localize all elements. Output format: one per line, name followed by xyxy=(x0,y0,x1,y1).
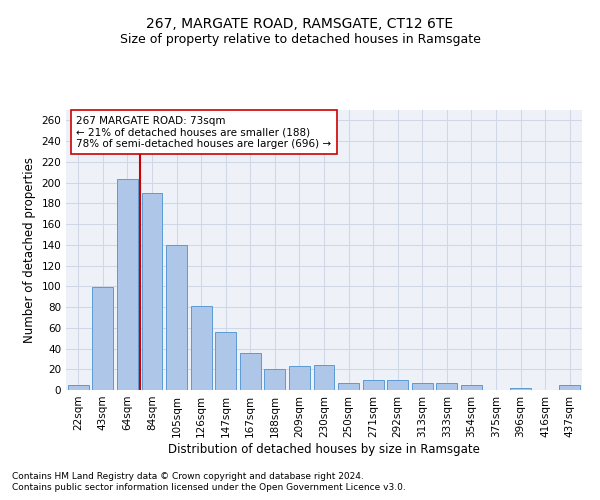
Bar xyxy=(166,245,187,390)
Bar xyxy=(559,385,580,390)
Bar xyxy=(412,382,433,390)
Bar xyxy=(92,288,113,390)
Text: 267 MARGATE ROAD: 73sqm
← 21% of detached houses are smaller (188)
78% of semi-d: 267 MARGATE ROAD: 73sqm ← 21% of detache… xyxy=(76,116,331,149)
Bar xyxy=(436,382,457,390)
Bar xyxy=(510,388,531,390)
Bar xyxy=(461,385,482,390)
Bar xyxy=(142,193,163,390)
Bar xyxy=(289,366,310,390)
X-axis label: Distribution of detached houses by size in Ramsgate: Distribution of detached houses by size … xyxy=(168,442,480,456)
Text: 267, MARGATE ROAD, RAMSGATE, CT12 6TE: 267, MARGATE ROAD, RAMSGATE, CT12 6TE xyxy=(146,18,454,32)
Bar xyxy=(191,306,212,390)
Bar xyxy=(117,180,138,390)
Bar xyxy=(265,370,286,390)
Bar xyxy=(215,332,236,390)
Bar xyxy=(314,365,334,390)
Y-axis label: Number of detached properties: Number of detached properties xyxy=(23,157,36,343)
Bar xyxy=(68,385,89,390)
Text: Size of property relative to detached houses in Ramsgate: Size of property relative to detached ho… xyxy=(119,32,481,46)
Text: Contains HM Land Registry data © Crown copyright and database right 2024.: Contains HM Land Registry data © Crown c… xyxy=(12,472,364,481)
Bar xyxy=(240,352,261,390)
Bar xyxy=(362,380,383,390)
Bar xyxy=(338,382,359,390)
Text: Contains public sector information licensed under the Open Government Licence v3: Contains public sector information licen… xyxy=(12,484,406,492)
Bar xyxy=(387,380,408,390)
